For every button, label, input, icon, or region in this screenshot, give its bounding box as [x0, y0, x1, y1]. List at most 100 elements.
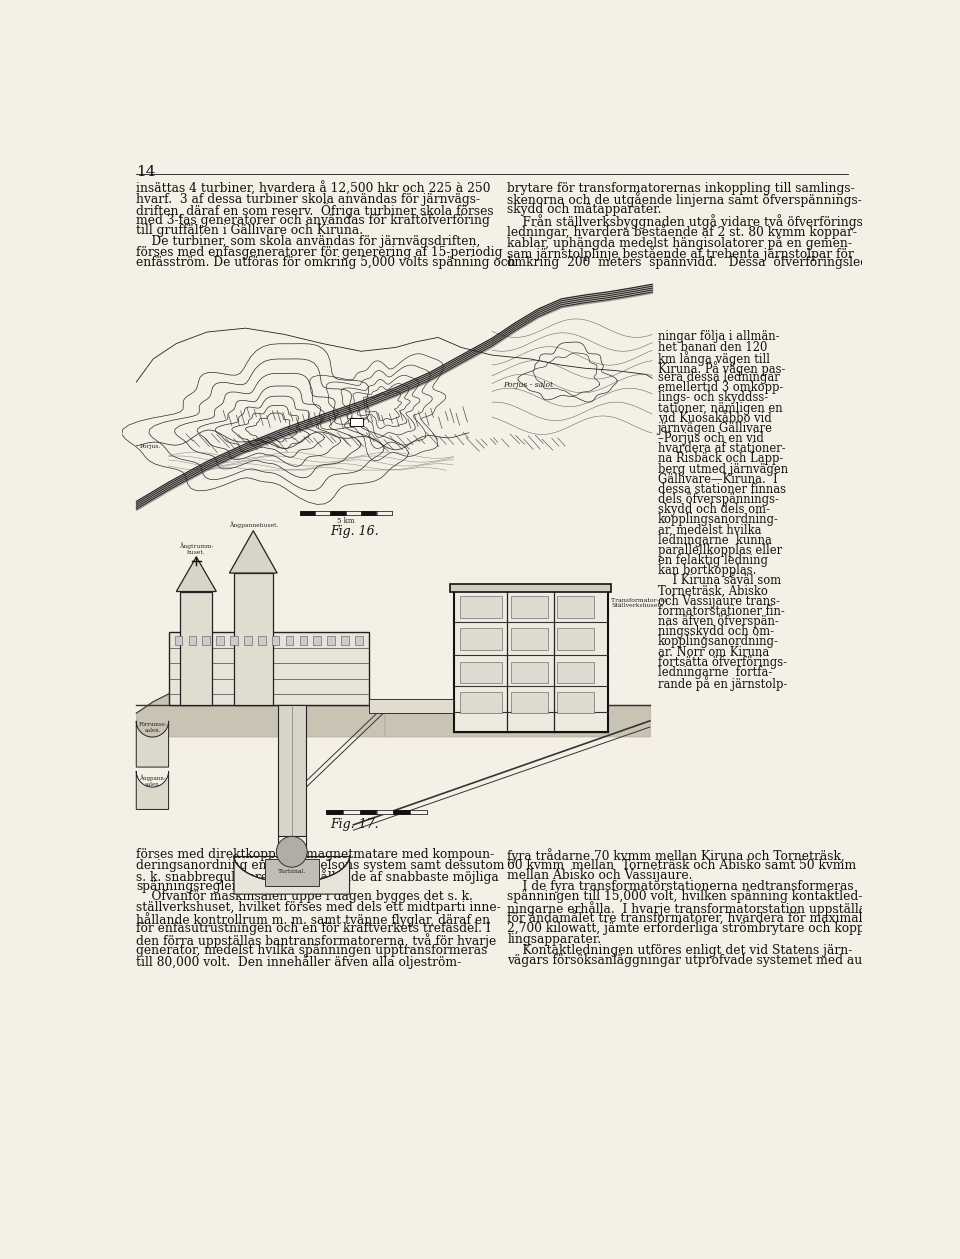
Bar	[286, 636, 294, 646]
Text: berg utmed järnvägen: berg utmed järnvägen	[658, 462, 787, 476]
Bar	[300, 511, 315, 515]
Bar	[216, 636, 224, 646]
Text: dels öfverspännings-: dels öfverspännings-	[658, 494, 779, 506]
Bar	[300, 636, 307, 646]
Text: ställverkshuset, hvilket förses med dels ett midtparti inne-: ställverkshuset, hvilket förses med dels…	[136, 901, 501, 914]
Text: ar, medelst hvilka: ar, medelst hvilka	[658, 524, 761, 536]
Text: nas äfven öfverspän-: nas äfven öfverspän-	[658, 616, 779, 628]
Bar	[394, 811, 410, 815]
Text: fortsätta öfverförings-: fortsätta öfverförings-	[658, 656, 786, 669]
Text: deringsanordning enligt Danielsons system samt dessutom: deringsanordning enligt Danielsons syste…	[136, 859, 505, 871]
Bar	[244, 636, 252, 646]
Polygon shape	[136, 721, 169, 767]
Text: rande på en järnstolp-: rande på en järnstolp-	[658, 676, 787, 691]
Text: spänningsreglering.: spänningsreglering.	[136, 880, 261, 893]
Text: till gruffälten i Gällivare och Kiruna.: till gruffälten i Gällivare och Kiruna.	[136, 224, 364, 238]
Bar	[376, 511, 392, 515]
Text: Från ställverksbyggnaden utgå vidare två öfverförings-: Från ställverksbyggnaden utgå vidare två…	[508, 214, 868, 229]
Text: lingsapparater.: lingsapparater.	[508, 933, 602, 946]
Bar	[376, 811, 394, 815]
Bar	[460, 661, 502, 684]
Bar	[512, 691, 548, 713]
Bar	[512, 628, 548, 650]
Text: ningsskydd och om-: ningsskydd och om-	[658, 626, 774, 638]
Text: ar. Norr om Kiruna: ar. Norr om Kiruna	[658, 646, 769, 658]
Text: Ångpannehuset.: Ångpannehuset.	[228, 521, 278, 529]
Polygon shape	[234, 856, 349, 894]
Bar	[558, 628, 594, 650]
Bar	[330, 511, 346, 515]
Text: Ofvanför maskinsalen uppe i dagen bygges det s. k.: Ofvanför maskinsalen uppe i dagen bygges…	[136, 890, 473, 904]
Bar	[136, 567, 650, 821]
Bar	[360, 811, 376, 815]
Text: dessa stationer finnas: dessa stationer finnas	[658, 483, 785, 496]
Bar	[234, 573, 273, 705]
Text: De turbiner, som skola användas för järnvägsdriften,: De turbiner, som skola användas för järn…	[136, 235, 481, 248]
Text: ledningarne  fortfa-: ledningarne fortfa-	[658, 666, 772, 679]
Text: skydd och dels om-: skydd och dels om-	[658, 504, 769, 516]
Text: hvardera af stationer-: hvardera af stationer-	[658, 442, 785, 456]
Text: kan bortkopplas.: kan bortkopplas.	[658, 564, 756, 578]
Text: för enfasutrustningen och en för kraftverkets trefasdel. I: för enfasutrustningen och en för kraftve…	[136, 923, 491, 935]
Bar	[326, 811, 343, 815]
Text: het banan den 120: het banan den 120	[658, 341, 767, 354]
Bar	[203, 636, 210, 646]
Bar	[278, 705, 305, 836]
Text: emellertid 3 omkopp-: emellertid 3 omkopp-	[658, 381, 782, 394]
Text: Torneträsk, Abisko: Torneträsk, Abisko	[658, 584, 767, 598]
Bar	[313, 636, 321, 646]
Text: Förrumss-
salen.: Förrumss- salen.	[138, 723, 167, 733]
Text: kopplingsanordning-: kopplingsanordning-	[658, 636, 779, 648]
Bar	[175, 636, 182, 646]
Text: ningar följa i allmän-: ningar följa i allmän-	[658, 331, 780, 344]
Text: 60 kvmm  mellan  Torneträsk och Abisko samt 50 kvmm: 60 kvmm mellan Torneträsk och Abisko sam…	[508, 859, 856, 871]
Text: driften, däraf en som reserv.  Öfriga turbiner skola förses: driften, däraf en som reserv. Öfriga tur…	[136, 203, 493, 218]
Text: I de fyra transformatorstationerna nedtransformeras: I de fyra transformatorstationerna nedtr…	[508, 880, 854, 893]
Text: Gällivare—Kiruna.  I: Gällivare—Kiruna. I	[658, 473, 778, 486]
Text: Turbinal.: Turbinal.	[277, 870, 306, 875]
Bar	[558, 661, 594, 684]
Bar	[449, 584, 612, 592]
Text: hållande kontrollrum m. m. samt tvänne flyglar, däraf en: hållande kontrollrum m. m. samt tvänne f…	[136, 912, 491, 927]
Bar	[512, 597, 548, 618]
Bar	[361, 511, 376, 515]
Text: insättas 4 turbiner, hvardera å 12,500 hkr och 225 à 250: insättas 4 turbiner, hvardera å 12,500 h…	[136, 181, 491, 196]
Text: formatorstationer fin-: formatorstationer fin-	[658, 604, 784, 618]
Bar	[512, 661, 548, 684]
Text: Ångpann-
salen.: Ångpann- salen.	[139, 774, 166, 787]
Text: –Porjus och en vid: –Porjus och en vid	[658, 432, 763, 446]
Bar	[327, 636, 335, 646]
Text: Porjus - salot: Porjus - salot	[504, 380, 554, 389]
Text: med 3-fas generatorer och användas för kraftöfverföring: med 3-fas generatorer och användas för k…	[136, 214, 491, 227]
Text: 2,700 kilowatt, jämte erforderliga strömbrytare och kopp-: 2,700 kilowatt, jämte erforderliga ström…	[508, 923, 869, 935]
Polygon shape	[136, 771, 169, 810]
Circle shape	[276, 836, 307, 867]
Text: hvarf.  3 af dessa turbiner skola användas för järnvägs-: hvarf. 3 af dessa turbiner skola använda…	[136, 193, 480, 205]
Bar	[136, 301, 651, 529]
Bar	[169, 632, 369, 705]
Text: Kontaktledningen utföres enligt det vid Statens järn-: Kontaktledningen utföres enligt det vid …	[508, 943, 852, 957]
Text: ningarne erhålla.  I hvarje transformatorstation uppställas: ningarne erhålla. I hvarje transformator…	[508, 901, 873, 917]
Bar	[272, 636, 279, 646]
Text: fyra trådarne 70 kvmm mellan Kiruna och Torneträsk,: fyra trådarne 70 kvmm mellan Kiruna och …	[508, 847, 845, 862]
Text: förses med direktkopplade magnetmatare med kompoun-: förses med direktkopplade magnetmatare m…	[136, 847, 494, 861]
Bar	[349, 418, 364, 426]
Bar	[258, 636, 266, 646]
Bar	[300, 511, 392, 515]
Text: Porjus.: Porjus.	[139, 443, 161, 448]
Text: för ändamålet tre transformatorer, hvardera för maximalt: för ändamålet tre transformatorer, hvard…	[508, 912, 868, 925]
Text: I Kiruna såväl som: I Kiruna såväl som	[658, 574, 780, 588]
Text: vägars försöksanläggningar utprofvade systemet med auto-: vägars försöksanläggningar utprofvade sy…	[508, 954, 879, 967]
Text: till 80,000 volt.  Den innehåller äfven alla oljeström-: till 80,000 volt. Den innehåller äfven a…	[136, 954, 462, 969]
Text: Transformator- el.
Ställverkshuset.: Transformator- el. Ställverkshuset.	[612, 598, 668, 608]
Bar	[230, 636, 238, 646]
Polygon shape	[229, 531, 277, 573]
Text: generator, medelst hvilka spänningen upptransformeras: generator, medelst hvilka spänningen upp…	[136, 943, 488, 957]
Polygon shape	[177, 556, 216, 592]
Text: Kiruna. På vägen pas-: Kiruna. På vägen pas-	[658, 361, 785, 376]
Text: förses med enfasgeneratorer för generering af 15-periodig: förses med enfasgeneratorer för genereri…	[136, 246, 503, 258]
Text: 14: 14	[136, 165, 156, 179]
Text: km långa vägen till: km långa vägen till	[658, 351, 770, 365]
Text: en felaktig ledning: en felaktig ledning	[658, 554, 768, 567]
Bar	[188, 636, 196, 646]
